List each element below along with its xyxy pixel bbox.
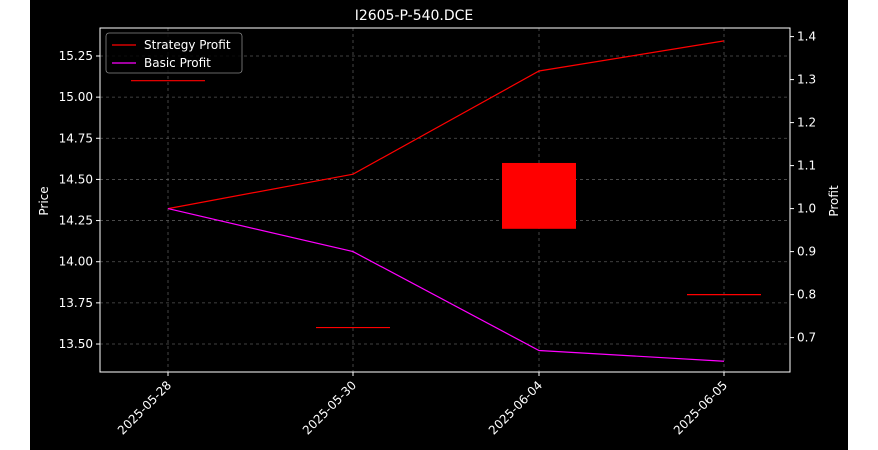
y-tick-label-right: 1.4 — [797, 30, 816, 44]
x-tick-label: 2025-05-28 — [115, 378, 174, 437]
y-tick-label-left: 13.75 — [59, 296, 93, 310]
grid-layer — [100, 28, 790, 372]
y-tick-label-right: 1.3 — [797, 73, 816, 87]
y-tick-label-right: 1.2 — [797, 116, 816, 130]
y-tick-label-left: 13.50 — [59, 337, 93, 351]
y-tick-label-right: 0.8 — [797, 288, 816, 302]
y-tick-label-left: 14.50 — [59, 172, 93, 186]
y-tick-label-left: 15.00 — [59, 90, 93, 104]
y-tick-label-right: 0.9 — [797, 245, 816, 259]
legend: Strategy Profit Basic Profit — [105, 32, 243, 74]
y-tick-label-right: 0.7 — [797, 331, 816, 345]
x-tick-label: 2025-06-05 — [671, 378, 730, 437]
marks-layer — [131, 40, 761, 362]
x-tick-label: 2025-06-04 — [486, 378, 545, 437]
y-tick-label-right: 1.1 — [797, 159, 816, 173]
chart-svg: 13.50 13.75 14.00 14.25 14.50 14.75 15.00 15.25… — [37, 8, 841, 438]
y-axis-label-right: Profit — [827, 185, 841, 217]
y-tick-label-right: 1.0 — [797, 202, 816, 216]
y-tick-label-left: 14.25 — [59, 214, 93, 228]
series-line-basic-profit — [167, 208, 725, 362]
candle-body — [502, 162, 576, 229]
legend-label: Strategy Profit — [144, 38, 231, 52]
legend-label: Basic Profit — [144, 56, 211, 70]
chart-figure: 13.50 13.75 14.00 14.25 14.50 14.75 15.00 15.25… — [30, 0, 848, 450]
x-tick-label: 2025-05-30 — [300, 378, 359, 437]
y-axis-label-left: Price — [37, 186, 51, 215]
y-tick-label-left: 15.25 — [59, 49, 93, 63]
plot-frame — [99, 27, 791, 373]
y-tick-label-left: 14.00 — [59, 255, 93, 269]
axes-layer: 13.50 13.75 14.00 14.25 14.50 14.75 15.00 15.25… — [59, 30, 816, 438]
y-tick-label-left: 14.75 — [59, 131, 93, 145]
chart-title: I2605-P-540.DCE — [355, 8, 474, 24]
series-line-strategy-profit — [167, 40, 725, 210]
legend-box — [105, 32, 243, 74]
